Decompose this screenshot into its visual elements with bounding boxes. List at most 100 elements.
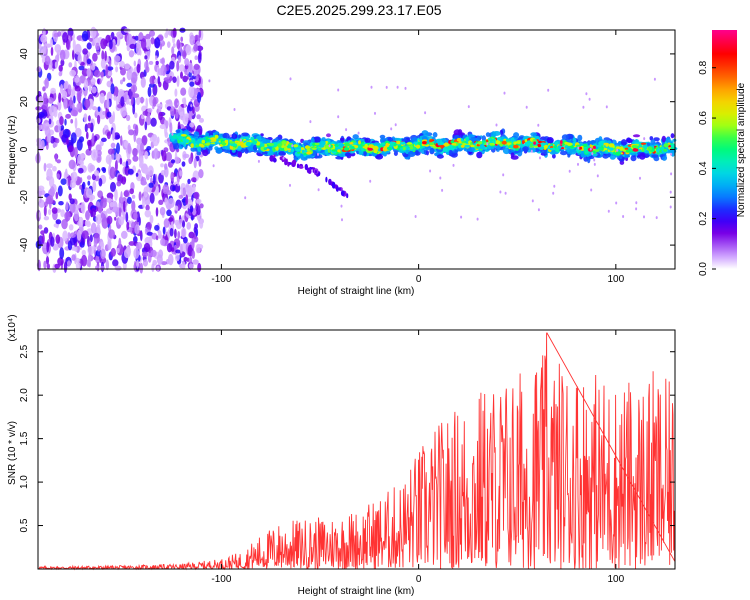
band-blob: [485, 132, 491, 138]
noise-blob: [102, 111, 106, 115]
noise-blob: [40, 34, 48, 44]
band-core-blob: [485, 139, 489, 143]
band-blob: [261, 151, 268, 155]
band-core-blob: [334, 144, 339, 147]
band-core-blob: [624, 147, 629, 150]
noise-blob: [140, 76, 146, 88]
noise-blob: [165, 99, 172, 105]
band-core-blob: [352, 142, 358, 145]
noise-blob: [145, 204, 150, 211]
noise-blob: [155, 235, 159, 241]
band-core-blob: [373, 149, 378, 153]
noise-blob: [129, 188, 134, 195]
noise-blob: [90, 77, 96, 85]
band-core-blob: [204, 138, 210, 142]
branch-blob: [296, 163, 300, 169]
band-core-blob: [268, 143, 275, 146]
noise-blob: [192, 95, 197, 101]
noise-blob: [92, 106, 97, 111]
noise-blob: [182, 153, 190, 159]
noise-blob: [169, 60, 175, 70]
noise-blob: [74, 85, 81, 92]
noise-blob: [115, 66, 119, 73]
noise-blob: [164, 163, 168, 170]
band-blob: [598, 136, 603, 142]
noise-blob: [120, 96, 125, 107]
noise-blob: [74, 246, 78, 252]
noise-blob: [51, 207, 58, 214]
noise-blob: [62, 230, 68, 242]
band-core-blob: [214, 134, 219, 139]
noise-blob: [53, 106, 58, 118]
branch-blob: [273, 154, 276, 158]
noise-blob: [189, 205, 194, 213]
noise-blob: [55, 138, 60, 144]
noise-blob: [71, 171, 78, 183]
sparse-dot: [177, 183, 180, 187]
noise-blob: [194, 55, 198, 60]
noise-blob: [143, 242, 151, 252]
noise-blob: [38, 224, 43, 230]
band-core-blob: [314, 142, 320, 146]
noise-blob: [108, 229, 115, 239]
band-blob: [407, 150, 416, 157]
noise-blob: [149, 214, 154, 224]
band-core-blob: [205, 136, 209, 139]
band-core-blob: [479, 145, 486, 150]
noise-blob: [140, 142, 144, 152]
noise-blob: [62, 32, 69, 43]
sparse-dot: [460, 215, 463, 219]
sparse-dot: [467, 105, 470, 109]
noise-blob: [95, 144, 102, 152]
noise-blob: [100, 71, 104, 78]
noise-blob: [160, 238, 166, 246]
noise-blob: [146, 231, 153, 236]
band-core-blob: [470, 144, 475, 148]
noise-blob: [127, 124, 131, 132]
band-core-blob: [596, 144, 602, 148]
noise-blob: [169, 75, 173, 82]
band-blob: [387, 137, 393, 143]
band-blob: [196, 151, 202, 156]
noise-blob: [150, 37, 155, 45]
band-core-blob: [625, 149, 631, 153]
noise-blob: [101, 50, 105, 61]
noise-blob: [198, 169, 204, 179]
noise-blob: [114, 188, 118, 201]
noise-blob: [48, 118, 52, 125]
band-blob: [665, 136, 671, 144]
noise-blob: [188, 109, 193, 122]
noise-blob: [188, 263, 194, 269]
noise-blob: [105, 64, 109, 76]
noise-blob: [147, 252, 152, 263]
band-blob: [364, 137, 371, 144]
noise-blob: [68, 224, 74, 231]
band-blob: [513, 132, 520, 138]
band-core-blob: [436, 140, 441, 144]
noise-blob: [106, 98, 110, 110]
band-blob: [432, 132, 438, 138]
noise-blob: [132, 147, 138, 157]
noise-blob: [179, 111, 184, 117]
noise-blob: [165, 28, 169, 37]
noise-blob: [56, 173, 60, 180]
noise-blob: [81, 230, 89, 240]
band-core-blob: [177, 139, 180, 144]
sparse-dot: [502, 173, 505, 177]
sparse-dot: [257, 159, 260, 163]
noise-blob: [192, 184, 196, 194]
noise-blob: [147, 112, 151, 119]
noise-blob: [188, 231, 195, 239]
sparse-dot: [452, 163, 455, 167]
band-core-blob: [470, 141, 473, 146]
band-blob: [339, 137, 345, 141]
noise-blob: [179, 170, 183, 177]
sparse-dot: [531, 199, 534, 203]
noise-blob: [82, 48, 88, 55]
band-core-blob: [592, 145, 597, 149]
noise-blob: [126, 196, 132, 204]
noise-blob: [165, 120, 169, 129]
noise-blob: [106, 215, 113, 225]
branch-blob: [304, 163, 308, 171]
